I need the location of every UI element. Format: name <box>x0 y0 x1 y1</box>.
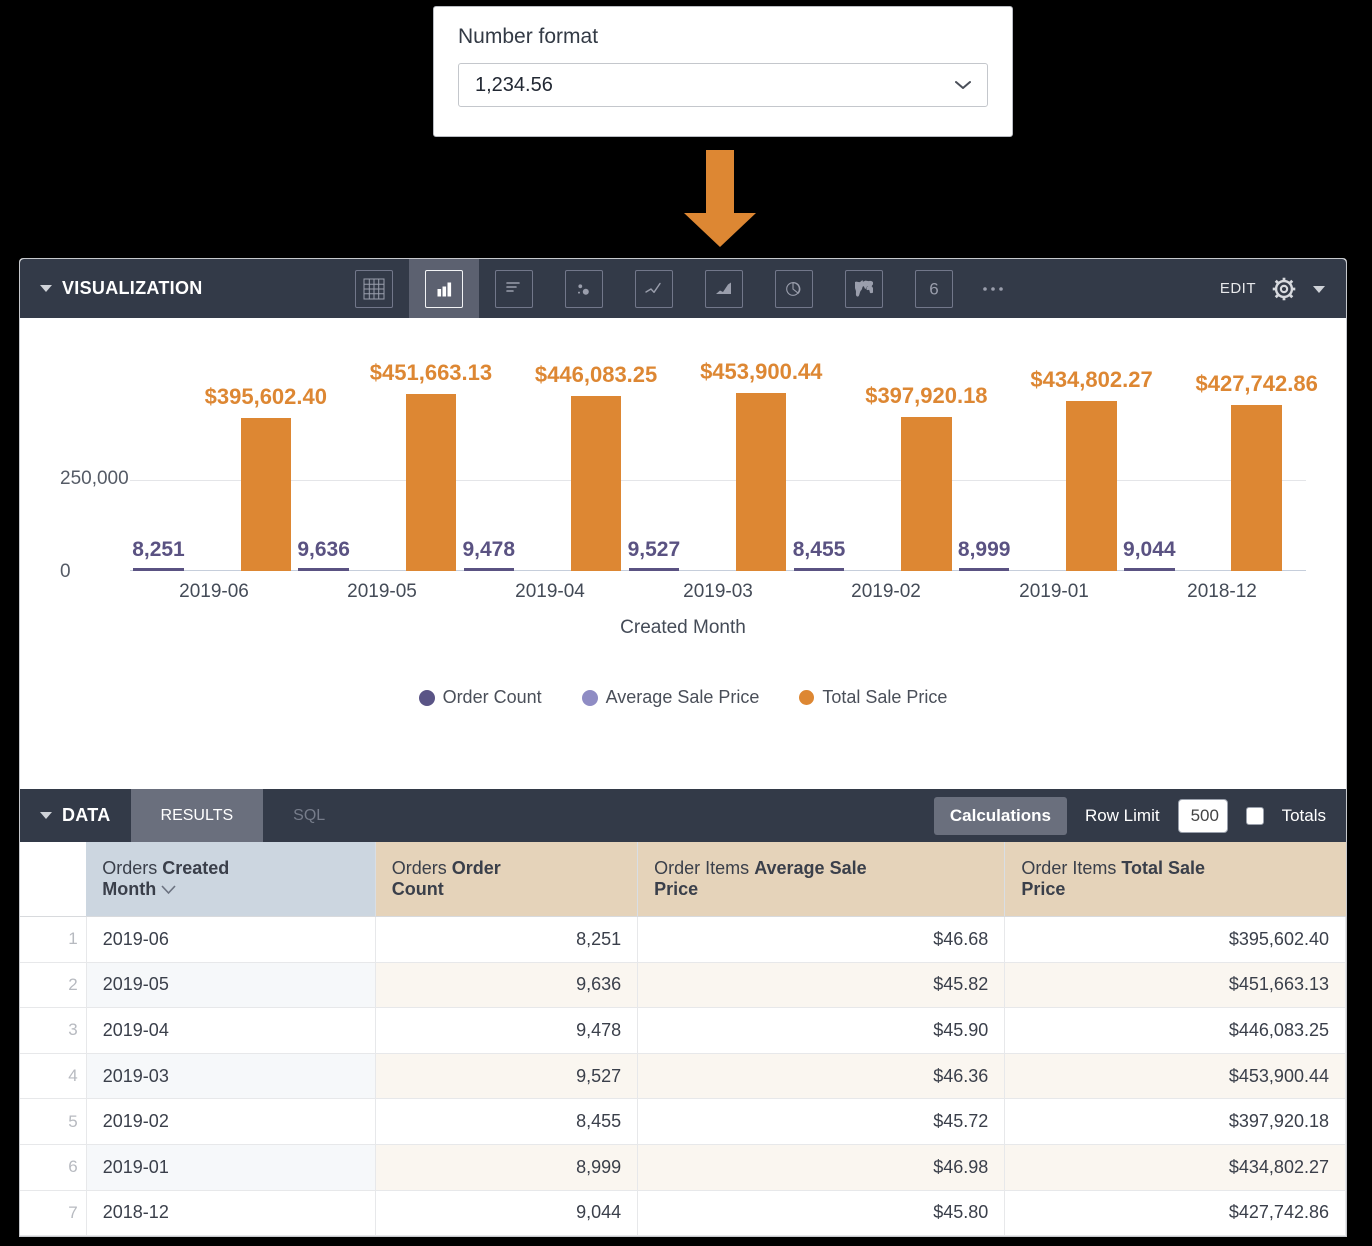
svg-text:6: 6 <box>929 279 938 298</box>
